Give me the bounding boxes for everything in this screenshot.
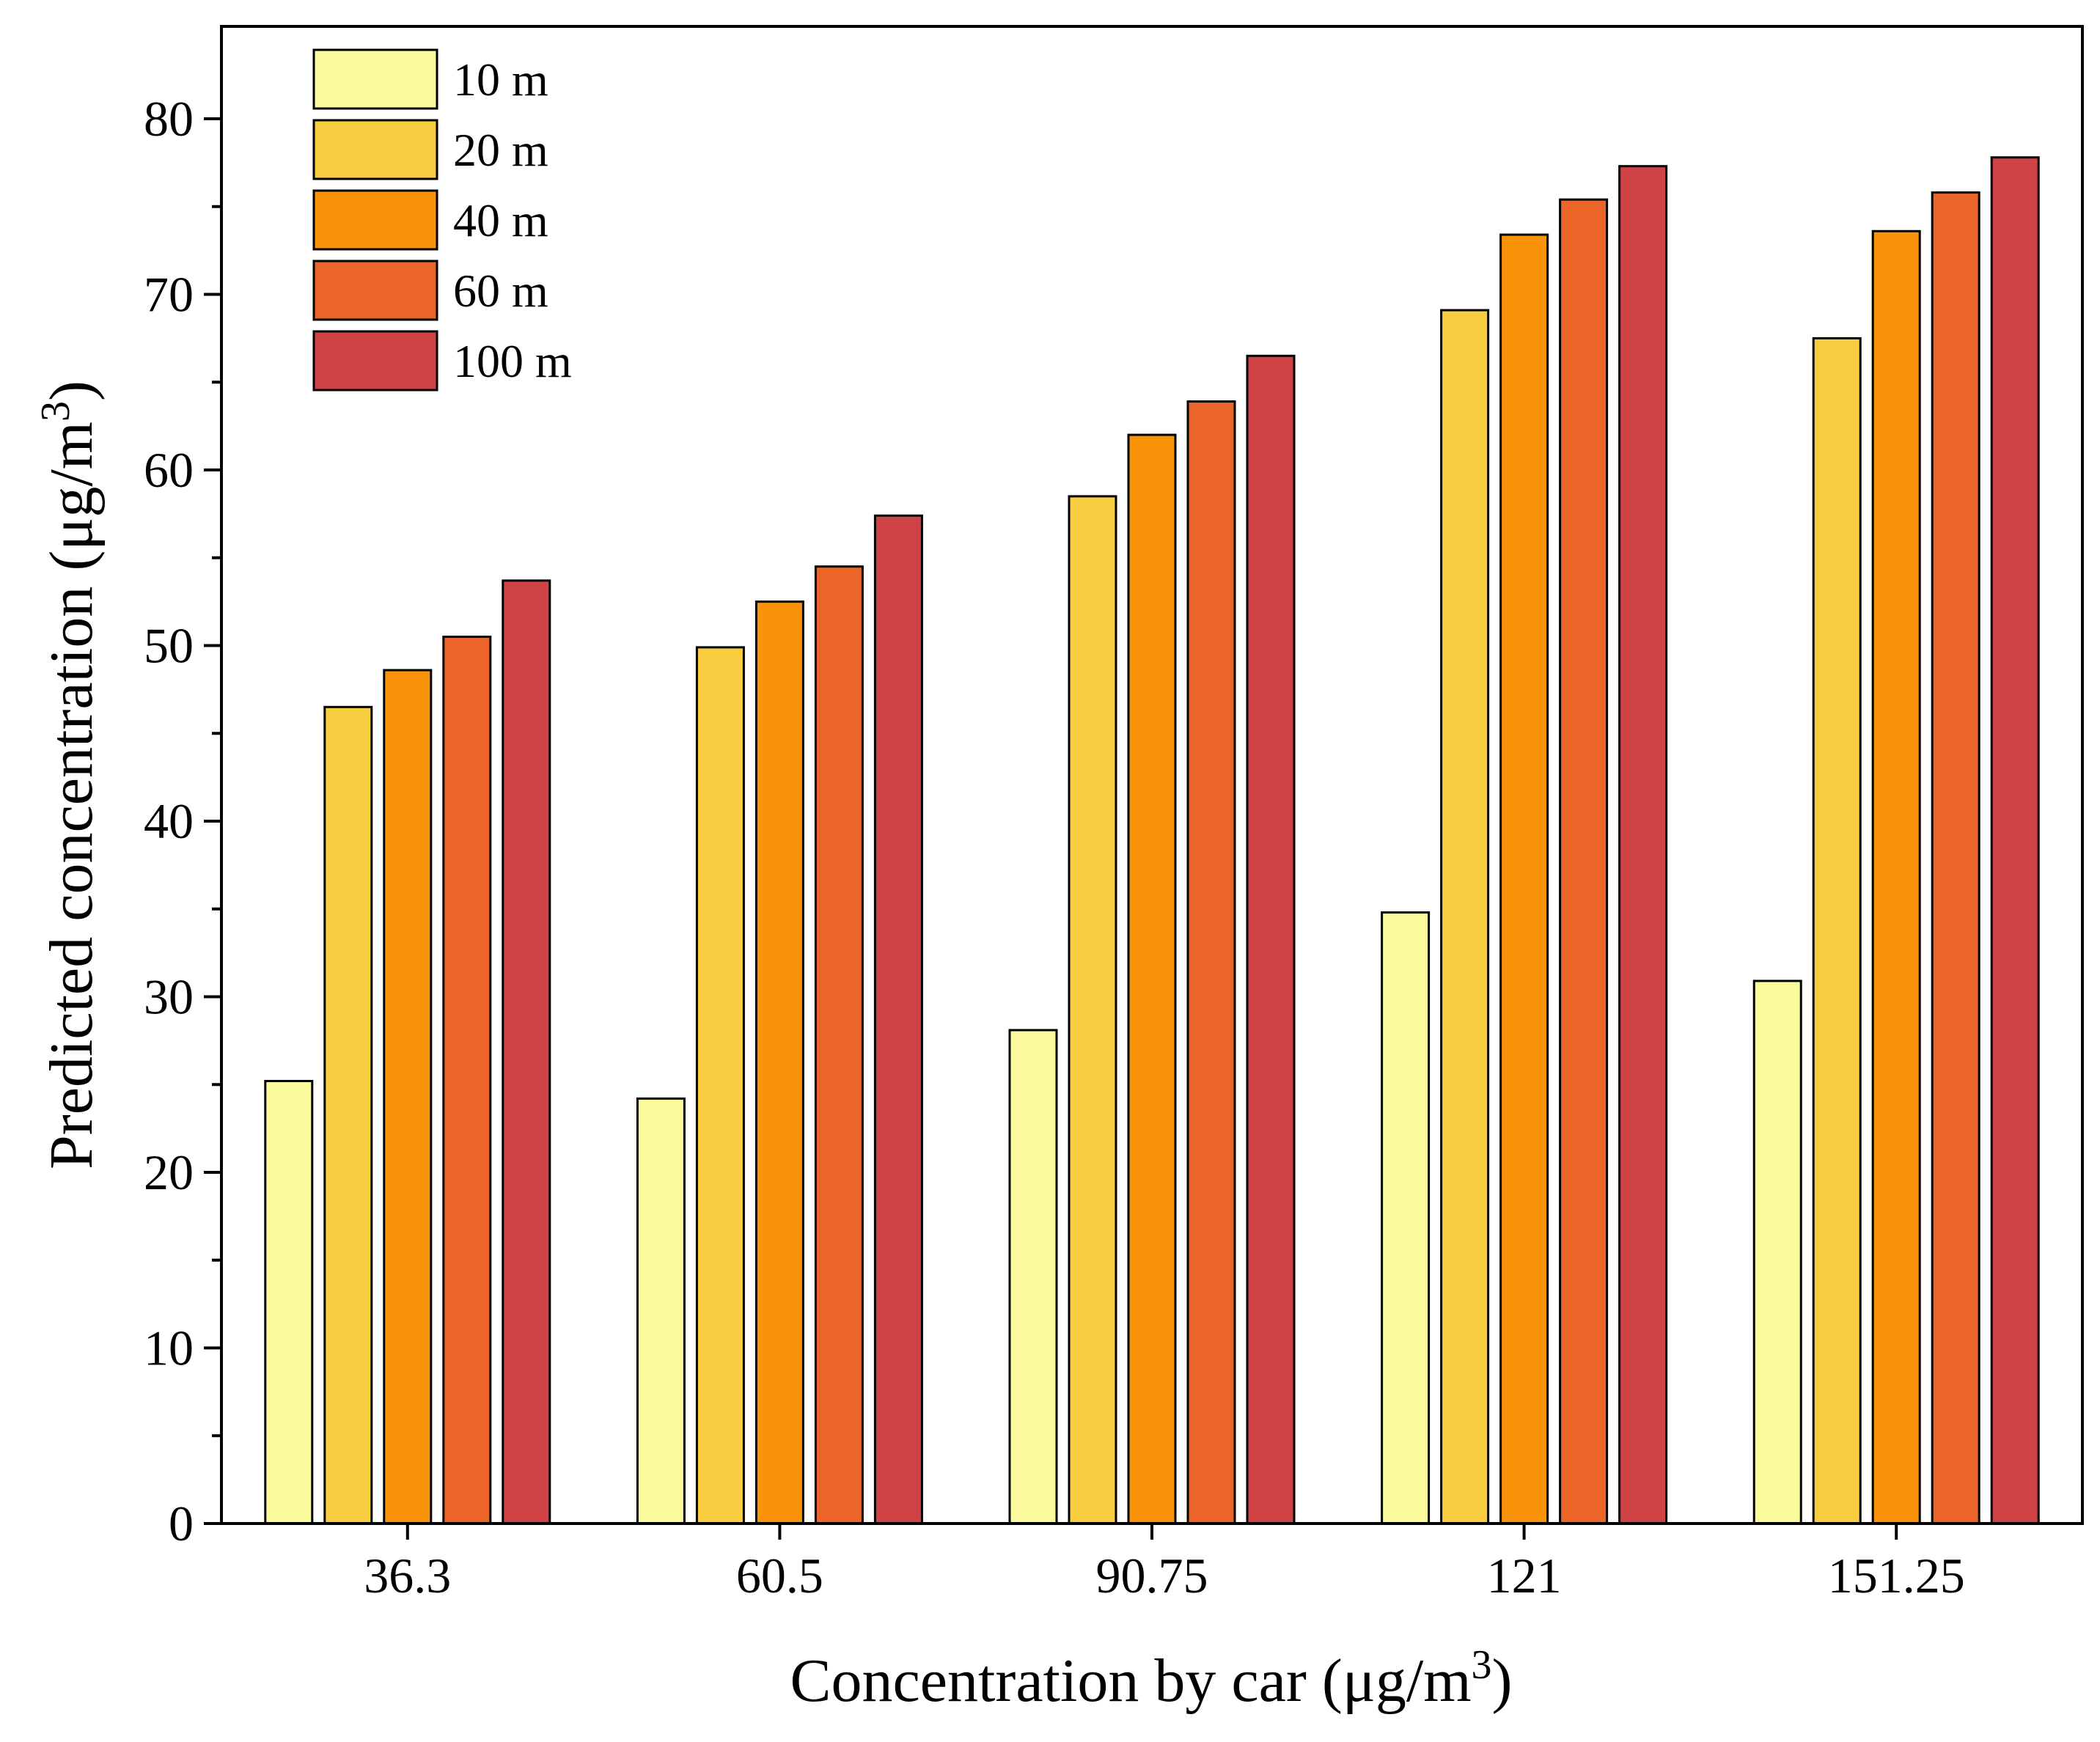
y-tick-label: 70: [144, 267, 194, 323]
bar-40m-151.25: [1871, 229, 1921, 1525]
bar-20m-36.3: [323, 705, 373, 1525]
bar-60m-60.5: [814, 565, 864, 1525]
x-tick-label: 151.25: [1828, 1548, 1965, 1603]
y-tick-label: 0: [169, 1496, 194, 1551]
bar-100m-60.5: [873, 514, 923, 1525]
bar-60m-36.3: [442, 636, 492, 1525]
bar-100m-90.75: [1246, 354, 1296, 1525]
bar-20m-90.75: [1068, 495, 1117, 1525]
legend-swatch-10m: [312, 48, 438, 110]
legend-label: 100 m: [453, 335, 572, 387]
bar-60m-151.25: [1931, 191, 1980, 1525]
bar-20m-121: [1440, 309, 1490, 1525]
bar-40m-90.75: [1127, 433, 1177, 1525]
x-tick-label: 90.75: [1096, 1548, 1208, 1603]
bar-60m-90.75: [1186, 400, 1236, 1525]
bar-10m-90.75: [1008, 1029, 1058, 1525]
bar-10m-60.5: [636, 1097, 686, 1525]
bar-40m-60.5: [755, 600, 804, 1525]
legend-swatch-100m: [312, 330, 438, 392]
bar-20m-151.25: [1812, 337, 1862, 1525]
x-tick-label: 36.3: [364, 1548, 451, 1603]
legend-label: 60 m: [453, 265, 548, 317]
bar-100m-121: [1618, 165, 1668, 1525]
bar-20m-60.5: [695, 646, 745, 1525]
bar-100m-151.25: [1990, 156, 2040, 1525]
bar-40m-36.3: [383, 669, 433, 1525]
y-tick-label: 40: [144, 793, 194, 849]
bars-layer: [264, 156, 2040, 1525]
y-axis-title: Predicted concentration (μg/m3): [33, 381, 106, 1169]
legend: 10 m 20 m 40 m 60 m 100 m: [312, 48, 572, 392]
x-axis: 36.3 60.5 90.75 121 151.25: [364, 1524, 1965, 1603]
x-tick-label: 121: [1487, 1548, 1562, 1603]
y-tick-label: 50: [144, 618, 194, 674]
bar-10m-121: [1381, 911, 1431, 1525]
x-tick-label: 60.5: [736, 1548, 823, 1603]
bar-100m-36.3: [502, 579, 551, 1525]
x-axis-title: Concentration by car (μg/m3): [790, 1642, 1512, 1715]
bar-60m-121: [1559, 198, 1609, 1525]
y-tick-label: 10: [144, 1320, 194, 1376]
legend-label: 10 m: [453, 54, 548, 106]
y-tick-label: 20: [144, 1144, 194, 1200]
bar-10m-151.25: [1752, 980, 1802, 1525]
legend-label: 40 m: [453, 194, 548, 246]
legend-swatch-60m: [312, 260, 438, 321]
y-tick-label: 60: [144, 442, 194, 498]
bar-40m-121: [1499, 233, 1549, 1525]
y-tick-label: 30: [144, 969, 194, 1025]
y-tick-label: 80: [144, 91, 194, 147]
legend-swatch-20m: [312, 119, 438, 180]
bar-10m-36.3: [264, 1079, 314, 1525]
legend-label: 20 m: [453, 124, 548, 176]
y-axis: 0 10 20 30 40 50 60 70 80: [144, 91, 221, 1551]
legend-swatch-40m: [312, 189, 438, 251]
